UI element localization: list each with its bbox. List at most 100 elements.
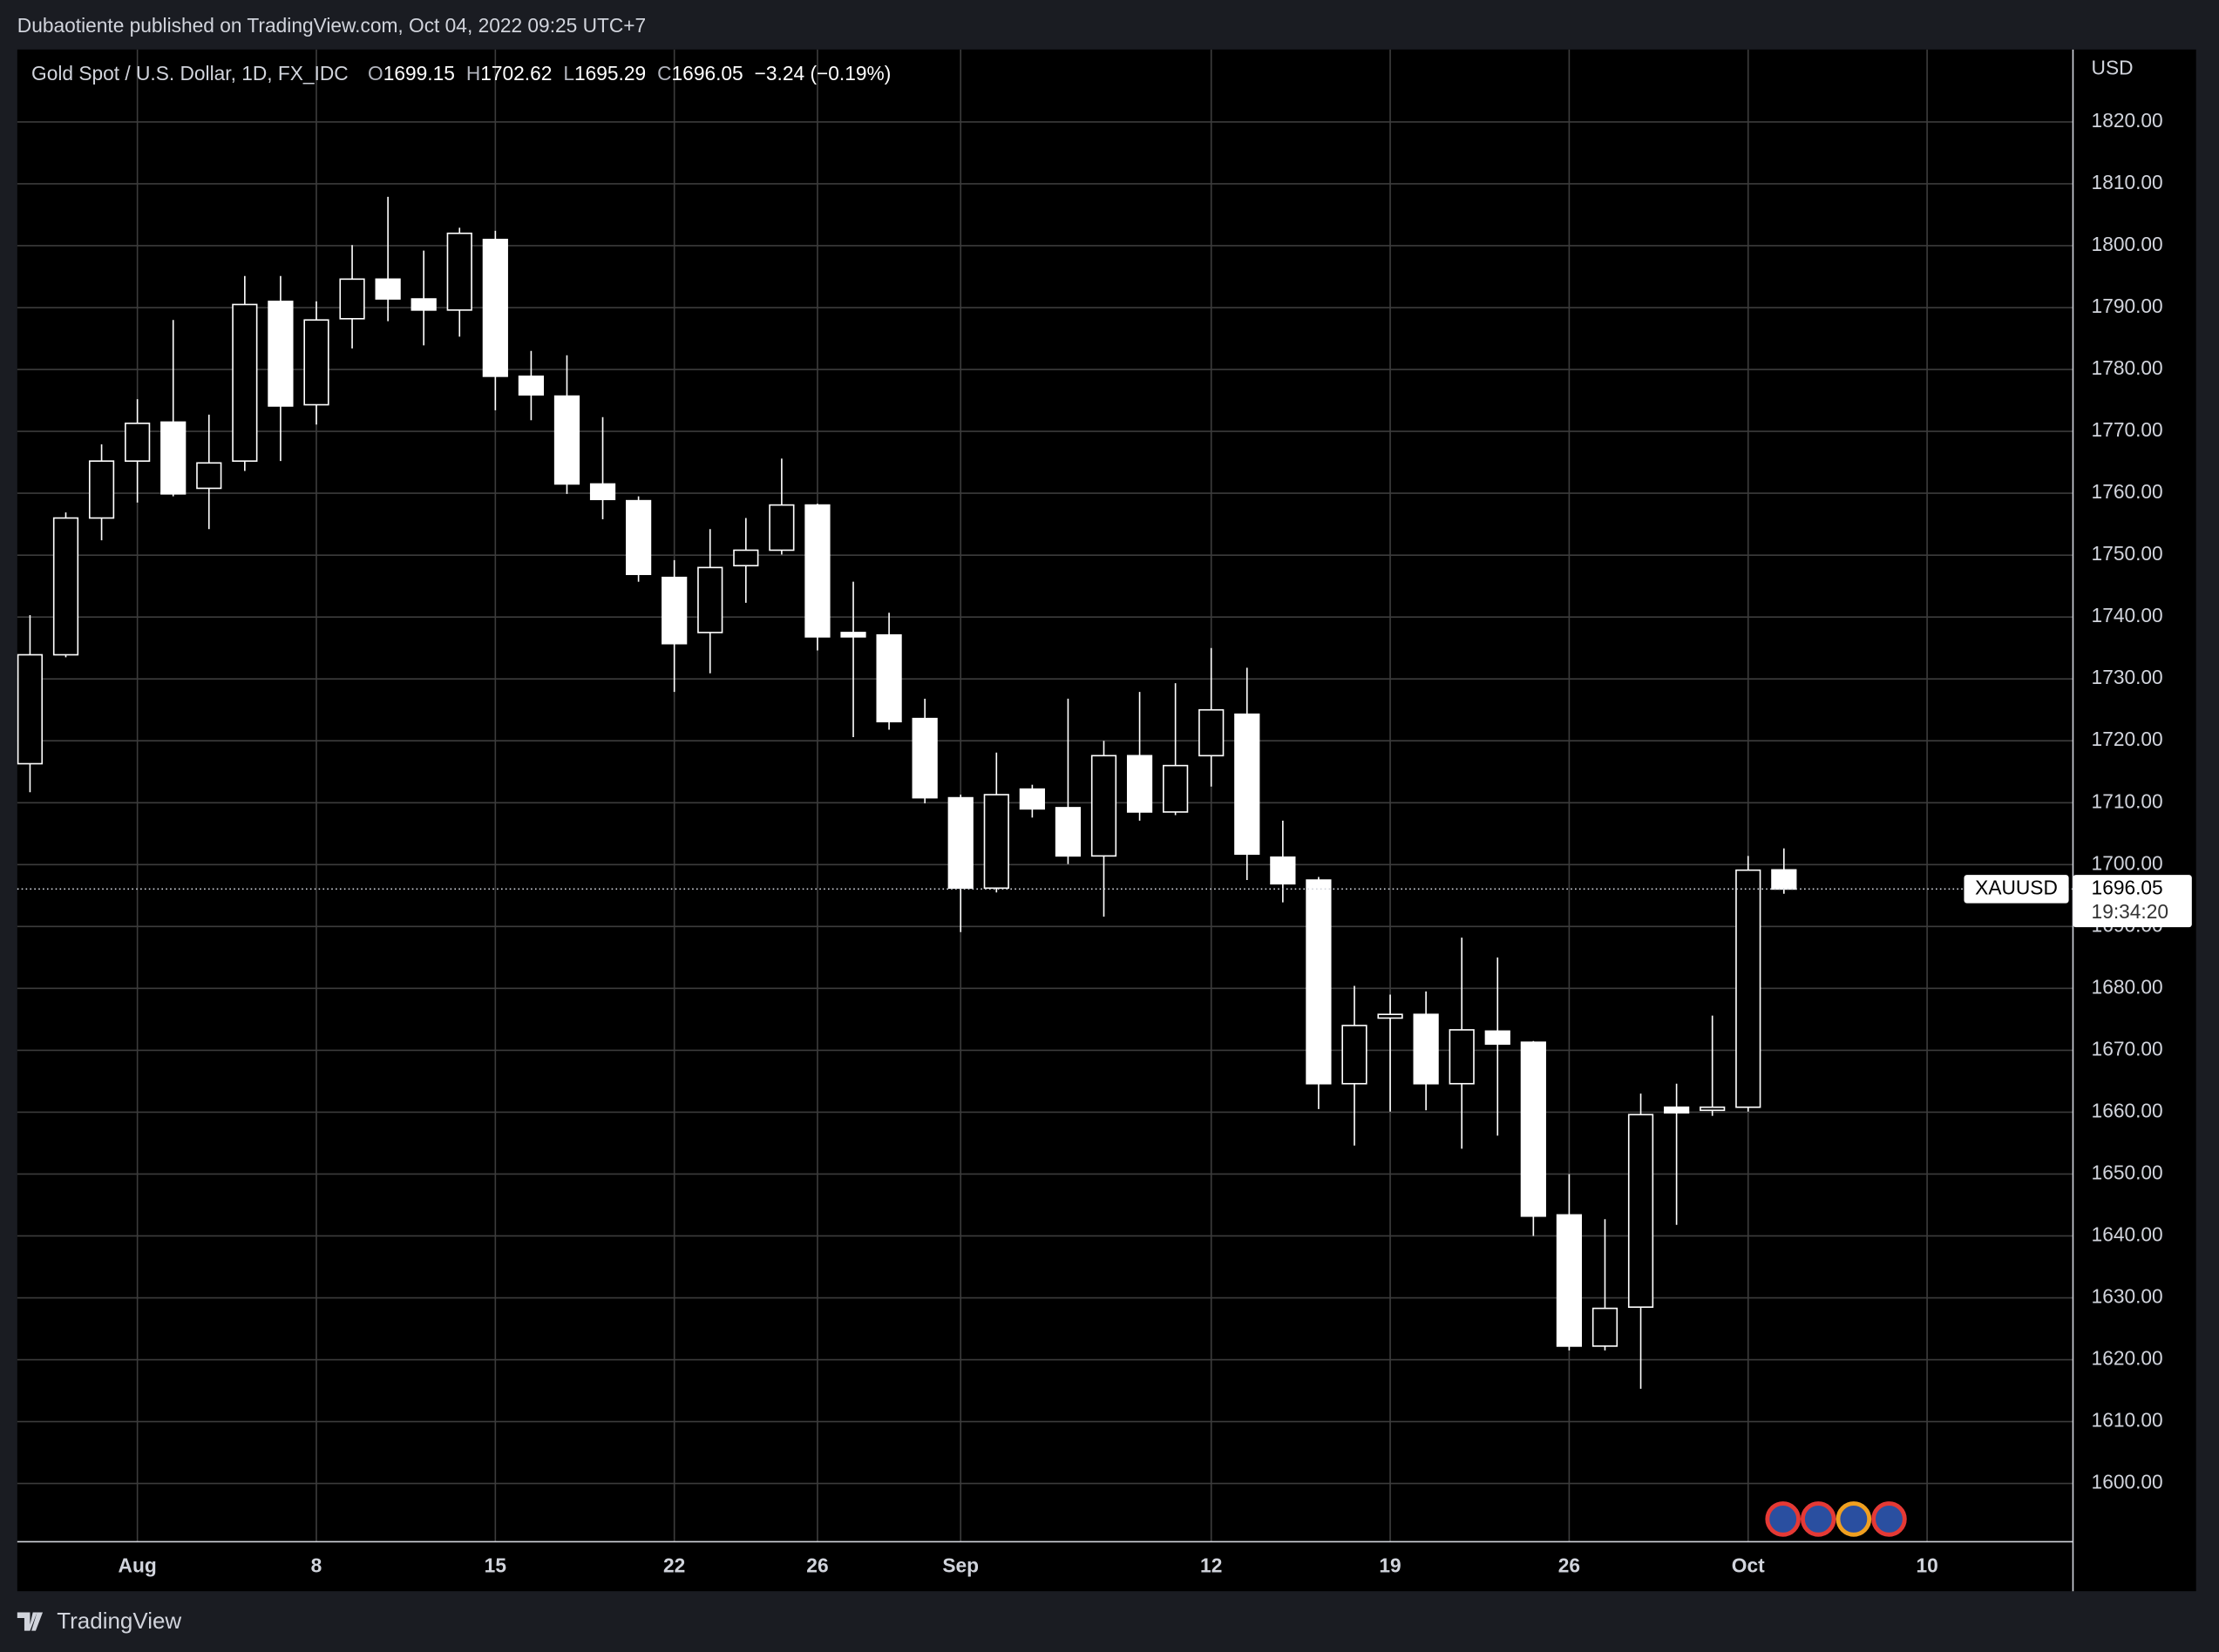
candle-body: [1449, 1029, 1475, 1085]
candle-body: [88, 460, 115, 519]
candle-body: [625, 499, 652, 575]
candle-body: [1664, 1106, 1690, 1114]
candle-body: [446, 232, 472, 311]
y-tick-label: 1750.00: [2092, 542, 2163, 565]
flag[interactable]: [1800, 1501, 1836, 1537]
candle-body: [1019, 788, 1045, 810]
candle-body: [482, 239, 508, 377]
candle-body: [160, 421, 187, 495]
candle-body: [1377, 1013, 1403, 1019]
countdown: 19:34:20: [2092, 900, 2168, 923]
y-tick-label: 1680.00: [2092, 975, 2163, 998]
candle-body: [553, 395, 580, 485]
x-tick-label: 26: [1558, 1554, 1580, 1577]
candle-body: [804, 504, 831, 638]
candle-body: [1234, 713, 1260, 856]
y-tick-label: 1670.00: [2092, 1037, 2163, 1060]
brand: TradingView: [17, 1608, 181, 1634]
candle-body: [697, 566, 723, 633]
x-tick-label: Aug: [119, 1554, 157, 1577]
candle-body: [268, 301, 294, 407]
candle-body: [1270, 856, 1296, 885]
currency: USD: [2092, 57, 2134, 79]
open-label: O: [368, 62, 383, 85]
candle-body: [339, 278, 365, 320]
low: 1695.29: [574, 62, 646, 85]
x-tick-label: 12: [1200, 1554, 1222, 1577]
candle-body: [375, 278, 401, 300]
candle-body: [1126, 755, 1153, 813]
candle-body: [1341, 1025, 1367, 1085]
x-tick-label: Oct: [1732, 1554, 1765, 1577]
candle-body: [1090, 755, 1117, 857]
candle-body: [947, 796, 974, 890]
price-box: [2073, 875, 2192, 928]
candle-body: [1484, 1030, 1510, 1046]
y-tick-label: 1770.00: [2092, 418, 2163, 441]
candle-body: [1627, 1114, 1654, 1308]
y-tick-label: 1810.00: [2092, 171, 2163, 193]
y-tick-label: 1630.00: [2092, 1285, 2163, 1308]
symbol-box: [1964, 875, 2069, 904]
x-tick-label: 26: [806, 1554, 828, 1577]
x-tick-label: 8: [311, 1554, 322, 1577]
brand-name: TradingView: [57, 1608, 181, 1634]
candle-body: [52, 517, 79, 656]
y-tick-label: 1720.00: [2092, 728, 2163, 750]
y-tick-label: 1760.00: [2092, 480, 2163, 503]
candle-body: [1055, 807, 1082, 857]
candle-body: [733, 549, 759, 567]
y-tick-label: 1780.00: [2092, 356, 2163, 379]
candle-body: [1556, 1214, 1583, 1347]
change: −3.24 (−0.19%): [755, 62, 892, 85]
candle-body: [1306, 879, 1332, 1085]
candle-body: [912, 717, 938, 799]
y-tick-label: 1730.00: [2092, 666, 2163, 688]
close-label: C: [657, 62, 671, 85]
brand-logo: [17, 1612, 44, 1631]
candle-body: [303, 319, 329, 406]
open: 1699.15: [383, 62, 455, 85]
close: 1696.05: [672, 62, 743, 85]
candle-body: [1413, 1013, 1439, 1085]
low-label: L: [563, 62, 574, 85]
y-tick-label: 1800.00: [2092, 233, 2163, 255]
candle-body: [1520, 1041, 1546, 1217]
symbol-label: XAUUSD: [1975, 876, 2058, 898]
flag[interactable]: [1836, 1501, 1872, 1537]
legend: Gold Spot / U.S. Dollar, 1D, FX_IDC O169…: [31, 62, 891, 85]
publisher: Dubaotiente published on TradingView.com…: [17, 14, 646, 37]
candle-body: [840, 632, 866, 638]
candle-body: [589, 483, 616, 501]
flag[interactable]: [1871, 1501, 1907, 1537]
x-tick-label: Sep: [942, 1554, 979, 1577]
high: 1702.62: [480, 62, 552, 85]
high-label: H: [466, 62, 480, 85]
flag[interactable]: [1765, 1501, 1801, 1537]
price-label: 1696.05: [2092, 876, 2163, 898]
candle-body: [125, 423, 151, 462]
y-tick-label: 1740.00: [2092, 604, 2163, 626]
x-tick-label: 15: [485, 1554, 506, 1577]
x-tick-label: 10: [1916, 1554, 1937, 1577]
candle-body: [662, 576, 688, 645]
x-tick-label: 19: [1379, 1554, 1401, 1577]
candle-body: [1198, 708, 1225, 757]
candle-body: [518, 376, 545, 396]
symbol: Gold Spot / U.S. Dollar, 1D, FX_IDC: [31, 62, 349, 85]
candle-body: [1735, 869, 1761, 1108]
candle-body: [196, 462, 222, 490]
candle-body: [1163, 764, 1189, 813]
candle-body: [17, 653, 44, 765]
candle-body: [769, 504, 795, 552]
y-tick-label: 1650.00: [2092, 1161, 2163, 1183]
candles: [17, 196, 1797, 1389]
candle-body: [232, 303, 258, 462]
y-tick-label: 1620.00: [2092, 1347, 2163, 1370]
y-tick-label: 1600.00: [2092, 1471, 2163, 1493]
y-tick-label: 1610.00: [2092, 1409, 2163, 1432]
x-tick-label: 22: [663, 1554, 685, 1577]
y-tick-label: 1660.00: [2092, 1099, 2163, 1121]
